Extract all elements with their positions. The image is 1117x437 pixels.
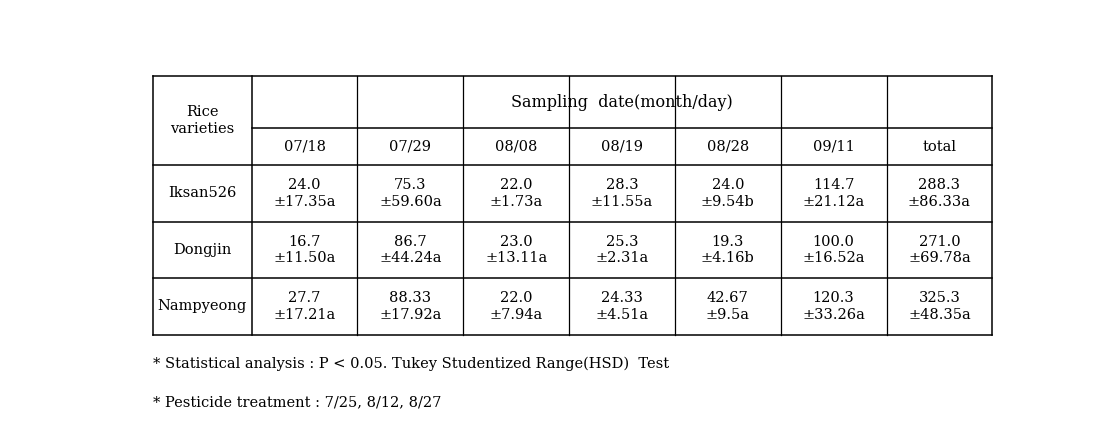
Text: 325.3
±48.35a: 325.3 ±48.35a [908, 291, 971, 322]
Text: total: total [923, 140, 956, 154]
Text: 271.0
±69.78a: 271.0 ±69.78a [908, 235, 971, 265]
Text: 24.0
±17.35a: 24.0 ±17.35a [274, 178, 336, 208]
Text: 25.3
±2.31a: 25.3 ±2.31a [595, 235, 649, 265]
Text: 07/29: 07/29 [390, 140, 431, 154]
Text: 16.7
±11.50a: 16.7 ±11.50a [274, 235, 336, 265]
Text: 22.0
±7.94a: 22.0 ±7.94a [489, 291, 543, 322]
Text: Sampling  date(month/day): Sampling date(month/day) [512, 94, 733, 111]
Text: 08/28: 08/28 [707, 140, 748, 154]
Text: 28.3
±11.55a: 28.3 ±11.55a [591, 178, 653, 208]
Text: 08/08: 08/08 [495, 140, 537, 154]
Text: 27.7
±17.21a: 27.7 ±17.21a [274, 291, 336, 322]
Text: Iksan526: Iksan526 [168, 187, 237, 201]
Text: Rice
varieties: Rice varieties [170, 105, 235, 135]
Text: 114.7
±21.12a: 114.7 ±21.12a [802, 178, 865, 208]
Text: 86.7
±44.24a: 86.7 ±44.24a [379, 235, 441, 265]
Text: 08/19: 08/19 [601, 140, 643, 154]
Text: 100.0
±16.52a: 100.0 ±16.52a [802, 235, 865, 265]
Text: 09/11: 09/11 [813, 140, 855, 154]
Text: 07/18: 07/18 [284, 140, 325, 154]
Text: Dongjin: Dongjin [173, 243, 231, 257]
Text: 88.33
±17.92a: 88.33 ±17.92a [379, 291, 441, 322]
Text: * Statistical analysis : P < 0.05. Tukey Studentized Range(HSD)  Test: * Statistical analysis : P < 0.05. Tukey… [153, 357, 669, 371]
Text: 23.0
±13.11a: 23.0 ±13.11a [485, 235, 547, 265]
Text: * Pesticide treatment : 7/25, 8/12, 8/27: * Pesticide treatment : 7/25, 8/12, 8/27 [153, 395, 441, 409]
Text: 19.3
±4.16b: 19.3 ±4.16b [701, 235, 755, 265]
Text: 75.3
±59.60a: 75.3 ±59.60a [379, 178, 442, 208]
Text: 22.0
±1.73a: 22.0 ±1.73a [489, 178, 543, 208]
Text: Nampyeong: Nampyeong [157, 299, 247, 313]
Text: 42.67
±9.5a: 42.67 ±9.5a [706, 291, 750, 322]
Text: 24.0
±9.54b: 24.0 ±9.54b [701, 178, 755, 208]
Text: 288.3
±86.33a: 288.3 ±86.33a [908, 178, 971, 208]
Text: 120.3
±33.26a: 120.3 ±33.26a [802, 291, 865, 322]
Text: 24.33
±4.51a: 24.33 ±4.51a [595, 291, 649, 322]
